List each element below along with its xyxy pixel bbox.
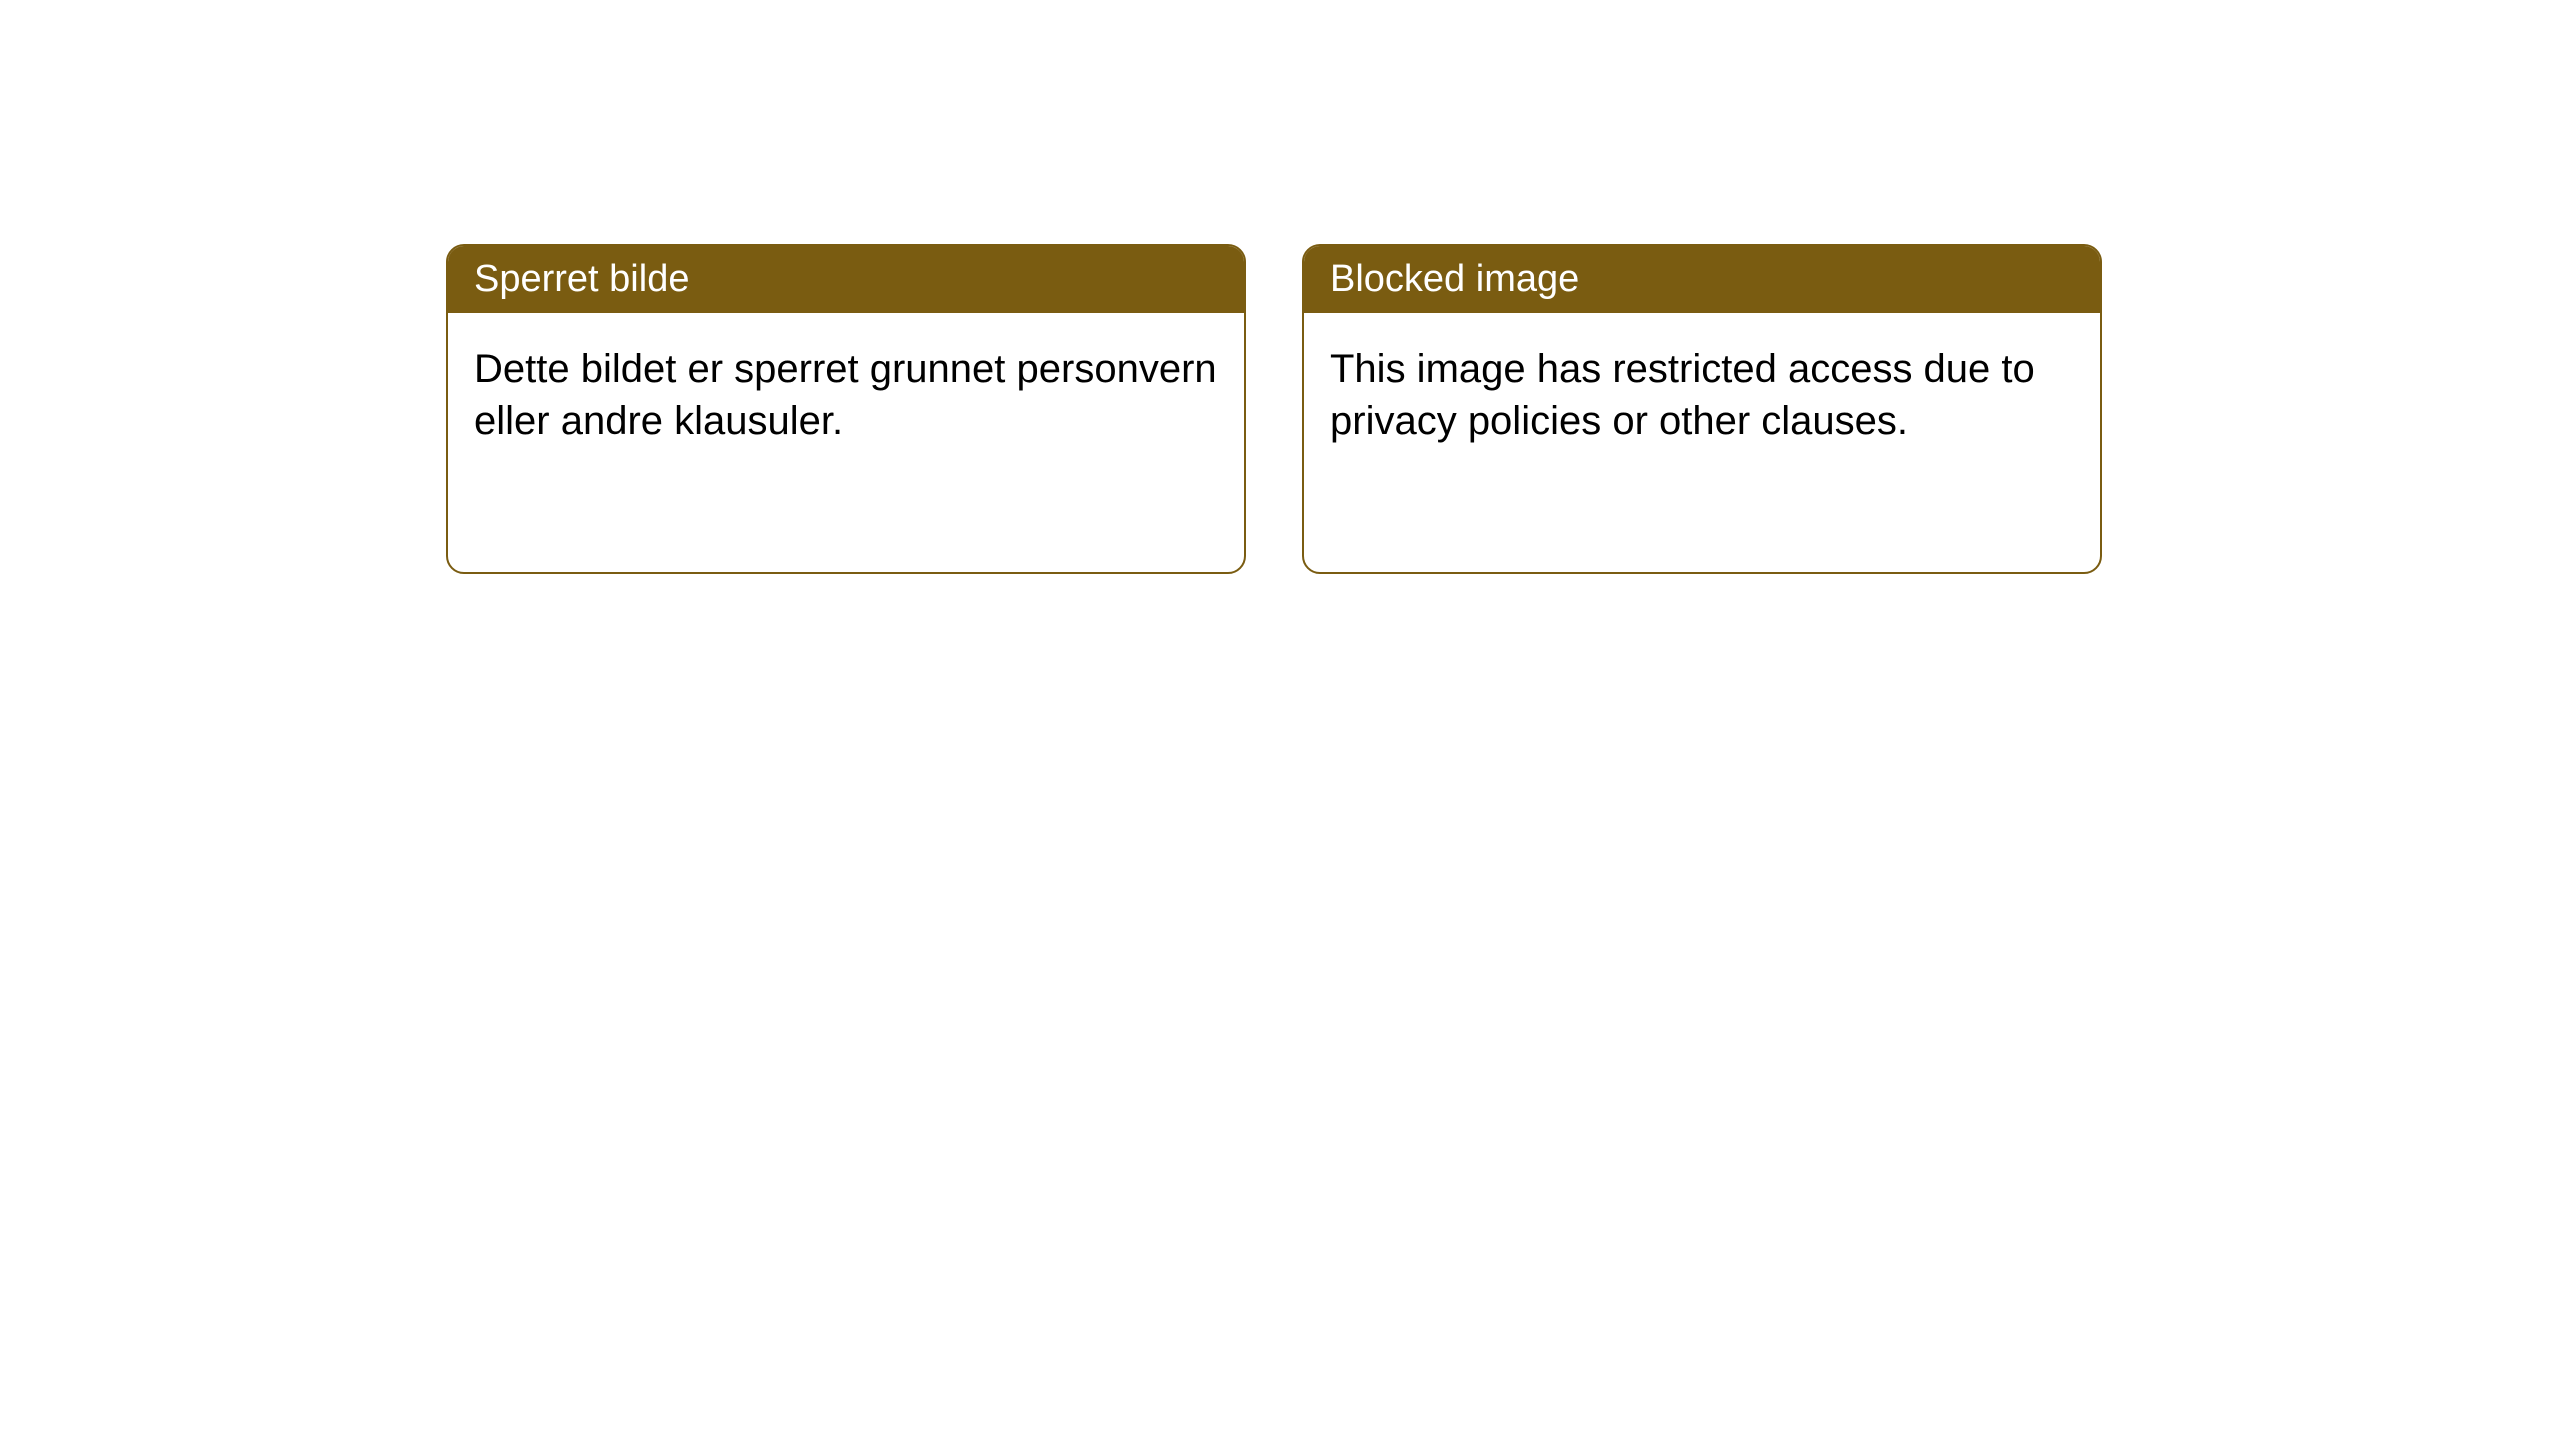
card-message-en: This image has restricted access due to … xyxy=(1330,347,2035,443)
card-body-no: Dette bildet er sperret grunnet personve… xyxy=(448,313,1244,477)
card-title-en: Blocked image xyxy=(1330,258,1579,300)
card-body-en: This image has restricted access due to … xyxy=(1304,313,2100,477)
blocked-image-card-en: Blocked image This image has restricted … xyxy=(1302,244,2102,574)
card-title-no: Sperret bilde xyxy=(474,258,689,300)
card-message-no: Dette bildet er sperret grunnet personve… xyxy=(474,347,1217,443)
card-header-en: Blocked image xyxy=(1304,246,2100,313)
card-header-no: Sperret bilde xyxy=(448,246,1244,313)
cards-container: Sperret bilde Dette bildet er sperret gr… xyxy=(0,0,2560,574)
blocked-image-card-no: Sperret bilde Dette bildet er sperret gr… xyxy=(446,244,1246,574)
